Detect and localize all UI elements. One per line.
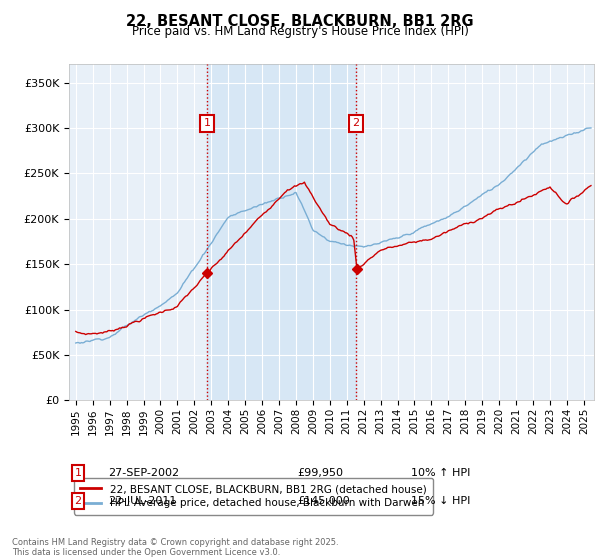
Text: 2: 2 [74, 496, 82, 506]
Text: 2: 2 [352, 118, 359, 128]
Legend: 22, BESANT CLOSE, BLACKBURN, BB1 2RG (detached house), HPI: Average price, detac: 22, BESANT CLOSE, BLACKBURN, BB1 2RG (de… [74, 478, 433, 515]
Text: 10% ↑ HPI: 10% ↑ HPI [411, 468, 470, 478]
Text: 15% ↓ HPI: 15% ↓ HPI [411, 496, 470, 506]
Text: 1: 1 [203, 118, 211, 128]
Text: £99,950: £99,950 [297, 468, 343, 478]
Text: 22-JUL-2011: 22-JUL-2011 [108, 496, 176, 506]
Text: 27-SEP-2002: 27-SEP-2002 [108, 468, 179, 478]
Text: Contains HM Land Registry data © Crown copyright and database right 2025.
This d: Contains HM Land Registry data © Crown c… [12, 538, 338, 557]
Text: 1: 1 [74, 468, 82, 478]
Text: 22, BESANT CLOSE, BLACKBURN, BB1 2RG: 22, BESANT CLOSE, BLACKBURN, BB1 2RG [126, 14, 474, 29]
Text: £145,000: £145,000 [297, 496, 350, 506]
Text: Price paid vs. HM Land Registry's House Price Index (HPI): Price paid vs. HM Land Registry's House … [131, 25, 469, 38]
Bar [207, 64, 356, 400]
